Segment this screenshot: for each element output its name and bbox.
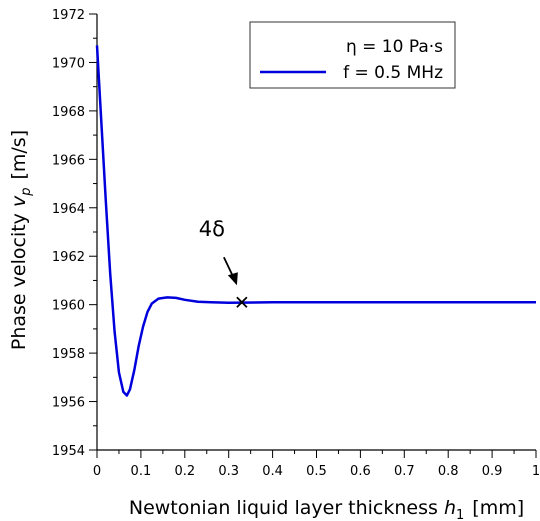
x-label-text: Newtonian liquid layer thickness (129, 497, 444, 519)
x-tick-label: 0.9 (482, 464, 503, 479)
x-label-unit: [mm] (472, 497, 524, 519)
x-tick-label: 0.5 (306, 464, 327, 479)
x-tick-label: 0.4 (262, 464, 283, 479)
x-label-var: h (444, 497, 456, 519)
y-tick-label: 1960 (52, 299, 85, 314)
legend-label: f = 0.5 MHz (343, 63, 443, 83)
legend-box (249, 21, 456, 89)
legend-title: η = 10 Pa·s (346, 37, 443, 57)
x-tick-label: 0.3 (218, 464, 239, 479)
x-label-sub: 1 (456, 508, 464, 521)
x-tick-label: 0.8 (438, 464, 459, 479)
x-tick-label: 0.7 (394, 464, 415, 479)
y-tick-label: 1958 (52, 347, 85, 362)
y-label-unit: [m/s] (8, 130, 30, 180)
y-tick-label: 1972 (52, 8, 85, 23)
annotation-text: 4δ (199, 217, 225, 241)
y-tick-label: 1970 (52, 56, 85, 71)
x-tick-label: 1 (532, 464, 540, 479)
annotation-marker (236, 296, 248, 308)
y-label-text: Phase velocity (8, 207, 30, 350)
y-tick-label: 1968 (52, 105, 85, 120)
y-tick-label: 1954 (52, 444, 85, 459)
y-tick-label: 1966 (52, 153, 85, 168)
x-tick-label: 0.2 (174, 464, 195, 479)
x-axis-label: Newtonian liquid layer thickness h1 [mm] (129, 497, 524, 521)
y-label-var: v (8, 195, 30, 207)
y-label-sub: p (19, 188, 34, 197)
x-tick-label: 0.6 (350, 464, 371, 479)
y-tick-label: 1956 (52, 396, 85, 411)
y-tick-label: 1962 (52, 250, 85, 265)
y-axis-label: Phase velocity vp [m/s] (8, 130, 34, 350)
x-tick-label: 0.1 (131, 464, 152, 479)
y-tick-label: 1964 (52, 202, 85, 217)
annotation-arrowhead (227, 272, 238, 286)
x-tick-label: 0 (93, 464, 101, 479)
data-line (95, 45, 536, 397)
